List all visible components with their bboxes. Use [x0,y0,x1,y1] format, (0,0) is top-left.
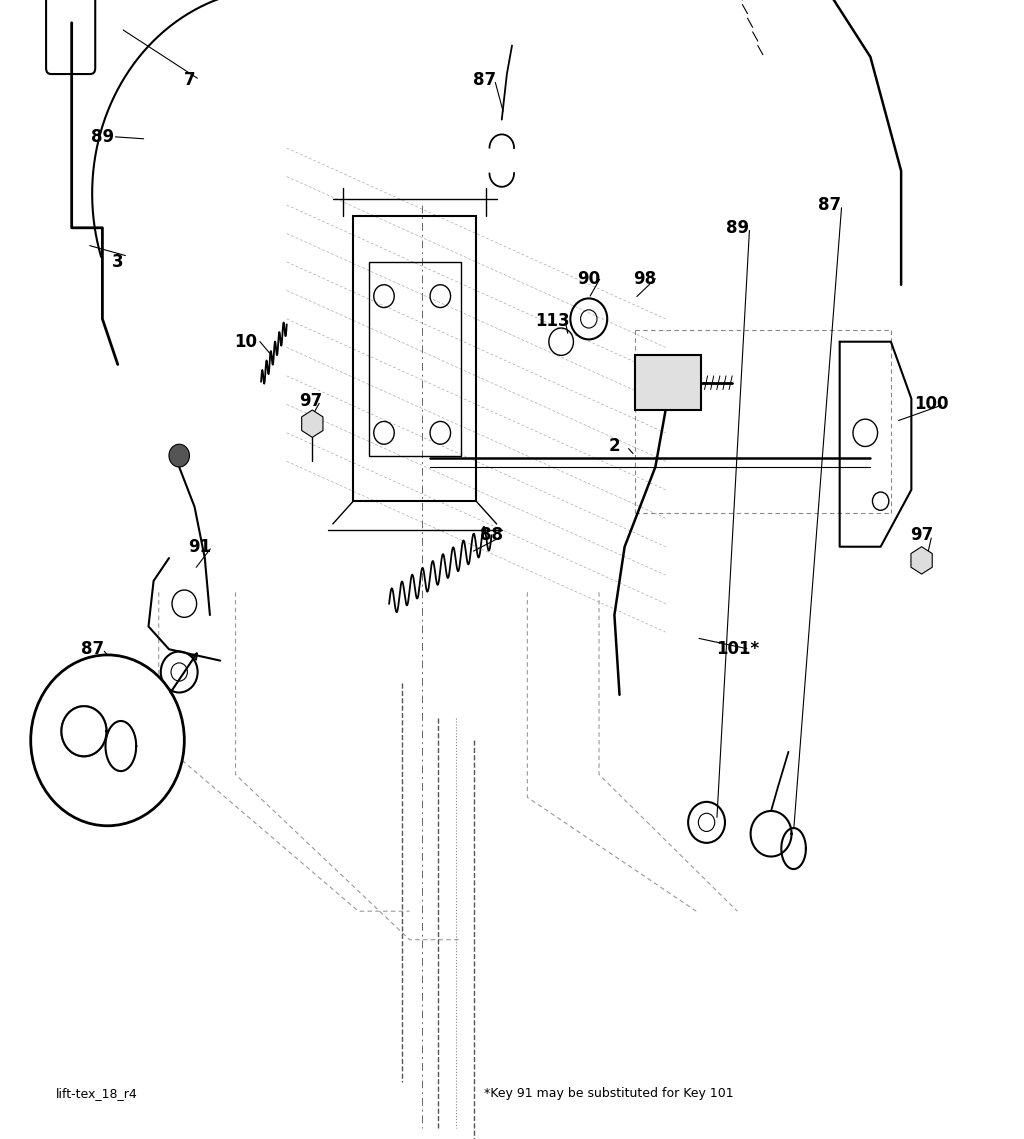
Text: 2: 2 [608,437,621,456]
Text: 90: 90 [578,270,600,288]
Text: 113: 113 [536,312,570,330]
Text: 91: 91 [188,538,211,556]
Text: 97: 97 [299,392,322,410]
Bar [369,262,461,456]
Text: 7: 7 [183,71,196,89]
Text: 10: 10 [234,333,257,351]
Text: 3: 3 [112,253,124,271]
Polygon shape [61,706,106,756]
Text: 101*: 101* [716,640,759,658]
Circle shape [31,655,184,826]
Text: 97: 97 [910,526,933,544]
Text: 87: 87 [81,640,103,658]
Text: 98: 98 [634,270,656,288]
Bar [353,216,476,501]
Text: 87: 87 [818,196,841,214]
Circle shape [169,444,189,467]
Text: 87: 87 [473,71,496,89]
Text: 89: 89 [91,128,114,146]
Text: 88: 88 [480,526,503,544]
Text: 89: 89 [726,219,749,237]
Text: lift-tex_18_r4: lift-tex_18_r4 [56,1087,138,1100]
Text: *Key 91 may be substituted for Key 101: *Key 91 may be substituted for Key 101 [484,1087,734,1100]
FancyBboxPatch shape [46,0,95,74]
Text: 100: 100 [914,395,949,413]
Bar [635,355,701,410]
